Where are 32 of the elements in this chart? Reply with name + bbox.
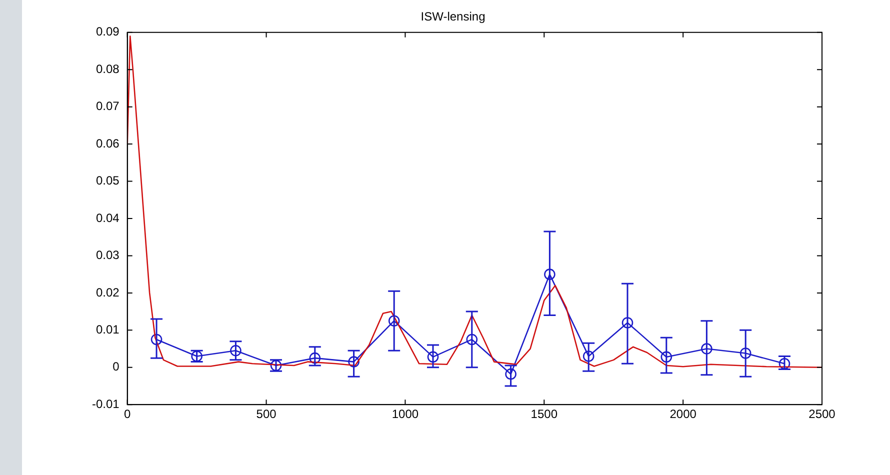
point: [388, 315, 400, 327]
point: [740, 348, 752, 359]
y-tick-label: 0.05: [96, 174, 120, 188]
point: [660, 351, 672, 363]
point: [427, 351, 439, 363]
y-tick-label: 0: [112, 360, 120, 374]
y-tick-label: 0.02: [96, 285, 120, 300]
point: [582, 350, 594, 362]
point: [505, 368, 516, 380]
y-tick-label: 0.08: [96, 62, 120, 76]
point: [466, 334, 478, 346]
point: [348, 356, 360, 368]
point: [778, 358, 790, 370]
y-tick-label: -0.01: [92, 396, 120, 411]
point: [622, 317, 634, 328]
y-tick-label: 0.07: [96, 99, 120, 114]
x-tick-label: 1500: [530, 407, 558, 422]
y-tick-label: 0.04: [96, 210, 120, 225]
chart-title: ISW-lensing: [420, 10, 486, 24]
x-tick-label: 0: [124, 407, 132, 422]
y-tick-label: 0.01: [96, 322, 120, 336]
x-tick-label: 500: [256, 407, 277, 422]
point: [701, 343, 712, 354]
y-tick-label: 0.06: [96, 136, 120, 150]
point: [544, 268, 556, 280]
y-tick-label: 0.03: [96, 248, 120, 262]
y-tick-label: 0.09: [96, 24, 120, 39]
x-tick-label: 2500: [808, 407, 836, 422]
point: [309, 352, 321, 364]
point: [150, 334, 162, 346]
x-tick-label: 2000: [670, 407, 697, 422]
x-tick-label: 1000: [392, 407, 419, 422]
